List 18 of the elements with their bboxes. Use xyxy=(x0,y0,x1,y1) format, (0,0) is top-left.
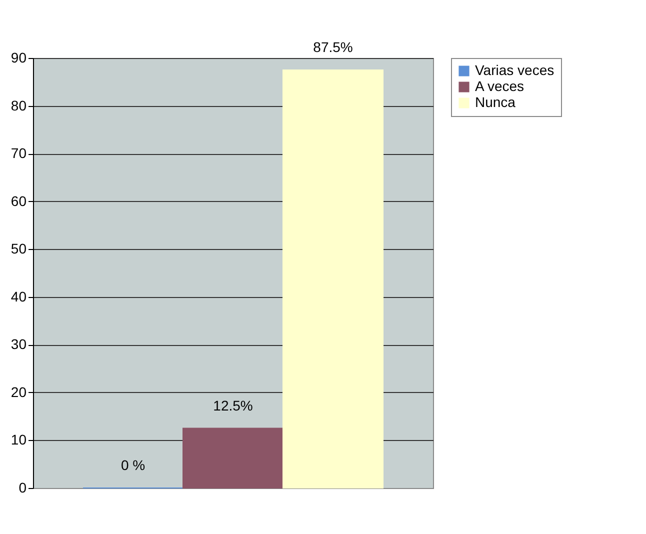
y-tick-label: 30 xyxy=(10,336,27,352)
data-label: 87.5% xyxy=(313,38,353,55)
y-tick-label: 20 xyxy=(10,384,27,400)
legend-label: A veces xyxy=(475,78,524,94)
y-tick-label: 90 xyxy=(10,50,27,66)
data-label: 0 % xyxy=(120,457,146,473)
y-tick-label: 40 xyxy=(10,288,27,304)
y-tick-label: 60 xyxy=(10,192,27,209)
bar xyxy=(282,69,384,488)
y-tick-label: 0 xyxy=(18,480,27,496)
bar xyxy=(182,428,284,488)
data-label: 12.5% xyxy=(213,397,253,414)
legend-label: Nunca xyxy=(475,94,516,110)
y-tick-label: 80 xyxy=(10,97,27,114)
y-tick-label: 70 xyxy=(10,145,27,162)
y-tick-label: 10 xyxy=(10,432,27,448)
legend-label: Varias veces xyxy=(475,62,554,78)
y-tick-label: 50 xyxy=(10,240,27,257)
